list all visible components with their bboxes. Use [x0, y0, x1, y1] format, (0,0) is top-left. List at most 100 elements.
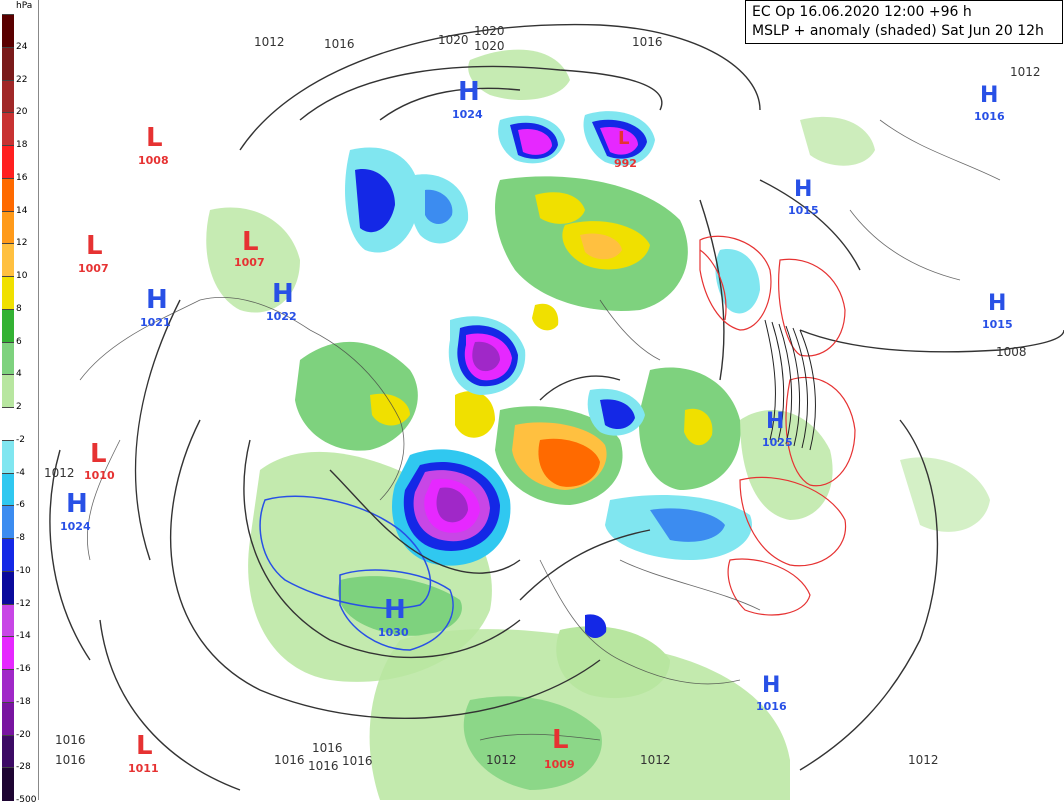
colorbar-swatch [2, 14, 14, 48]
isobar-label: 1012 [908, 753, 939, 767]
colorbar-label: 14 [16, 205, 28, 216]
colorbar-label: 4 [16, 369, 22, 380]
colorbar-label: 2 [16, 402, 22, 412]
colorbar-label: 12 [16, 238, 28, 249]
isobar-label: 1020 [474, 39, 505, 53]
isobar-label: 1012 [44, 466, 75, 480]
svg-text:1007: 1007 [234, 256, 265, 269]
colorbar-swatch [2, 570, 14, 605]
isobar-label: 1008 [996, 345, 1027, 359]
svg-text:1030: 1030 [378, 626, 409, 639]
colorbar-swatch [2, 505, 14, 539]
colorbar-swatch [2, 145, 14, 179]
colorbar-label: -8 [16, 533, 25, 543]
colorbar-swatch [2, 767, 14, 801]
isobar-labels: 1012 1016 1020 1020 1020 1016 1008 1012 … [44, 24, 1041, 773]
svg-text:1015: 1015 [982, 318, 1013, 331]
colorbar-label: -18 [16, 696, 31, 707]
high-pressure-center: H 1016 [974, 83, 1005, 123]
svg-text:H: H [762, 673, 780, 698]
colorbar-swatch [2, 177, 14, 212]
colorbar-swatch [2, 701, 14, 736]
isobar-label: 1020 [474, 24, 505, 38]
low-pressure-center: L 1009 [544, 725, 575, 771]
isobar-label: 1012 [1010, 65, 1041, 79]
colorbar-label: 22 [16, 74, 28, 85]
anomaly-colorbar: hPa 24 22 20 18 16 14 12 10 8 6 4 2 -2 -4 -6 -8 -10 -12 -1… [0, 0, 39, 805]
isobars [49, 23, 1064, 791]
colorbar-swatch [2, 112, 14, 146]
colorbar-swatch [2, 210, 14, 245]
colorbar-swatch [2, 669, 14, 703]
svg-text:1010: 1010 [84, 469, 115, 482]
red-contours [699, 235, 856, 616]
isobar-label: 1020 [438, 33, 469, 47]
isobar-label: 1016 [55, 733, 86, 747]
colorbar-swatch [2, 374, 14, 408]
coastlines [79, 119, 1001, 741]
svg-text:L: L [90, 439, 107, 469]
colorbar-label: 24 [16, 41, 28, 52]
colorbar-swatch [2, 734, 14, 769]
colorbar-label: -20 [16, 729, 31, 740]
svg-text:H: H [458, 77, 480, 107]
colorbar-label: -14 [16, 631, 31, 642]
svg-text:L: L [136, 731, 153, 761]
colorbar-swatch [2, 341, 14, 376]
isobar-label: 1016 [55, 753, 86, 767]
svg-text:H: H [272, 279, 294, 309]
svg-text:L: L [242, 227, 259, 257]
svg-text:1016: 1016 [974, 110, 1005, 123]
svg-text:1025: 1025 [762, 436, 793, 449]
positive-anomaly-shading [206, 49, 990, 800]
svg-text:L: L [86, 231, 103, 261]
high-pressure-center: H 1025 [762, 409, 793, 449]
svg-text:H: H [988, 291, 1006, 316]
svg-text:H: H [146, 285, 168, 315]
colorbar-label: -4 [16, 467, 25, 478]
colorbar-label: -2 [16, 434, 25, 445]
colorbar-swatch [2, 308, 14, 343]
isobar-label: 1012 [486, 753, 517, 767]
colorbar-swatch [2, 603, 14, 638]
svg-text:1024: 1024 [452, 108, 483, 121]
colorbar-swatch [2, 472, 14, 507]
svg-text:1016: 1016 [756, 700, 787, 713]
isobar-label: 1016 [274, 753, 305, 767]
colorbar-label: 16 [16, 172, 28, 183]
map-title: EC Op 16.06.2020 12:00 +96 h [752, 4, 972, 20]
isobar-label: 1012 [640, 753, 671, 767]
isobar-label: 1016 [324, 37, 355, 51]
colorbar-label: -10 [16, 565, 31, 576]
colorbar-unit: hPa [16, 1, 33, 11]
high-pressure-center: H 1015 [788, 177, 819, 217]
map-subtitle: MSLP + anomaly (shaded) Sat Jun 20 12h [752, 23, 1044, 39]
isobar-label: 1016 [308, 759, 339, 773]
svg-text:1021: 1021 [140, 316, 171, 329]
svg-text:H: H [980, 83, 998, 108]
dense-contours [764, 319, 816, 451]
svg-text:1022: 1022 [266, 310, 297, 323]
map-title-box: EC Op 16.06.2020 12:00 +96 h MSLP + anom… [745, 0, 1063, 44]
colorbar-swatch [2, 636, 14, 670]
colorbar-swatch [2, 46, 14, 81]
svg-text:992: 992 [614, 157, 637, 170]
colorbar-swatch [2, 276, 14, 310]
svg-text:1015: 1015 [788, 204, 819, 217]
svg-text:L: L [146, 123, 163, 153]
colorbar-label: -12 [16, 598, 31, 609]
colorbar-label: -16 [16, 664, 31, 674]
colorbar-label: 6 [16, 336, 22, 347]
svg-text:H: H [384, 595, 406, 625]
svg-text:1008: 1008 [138, 154, 169, 167]
